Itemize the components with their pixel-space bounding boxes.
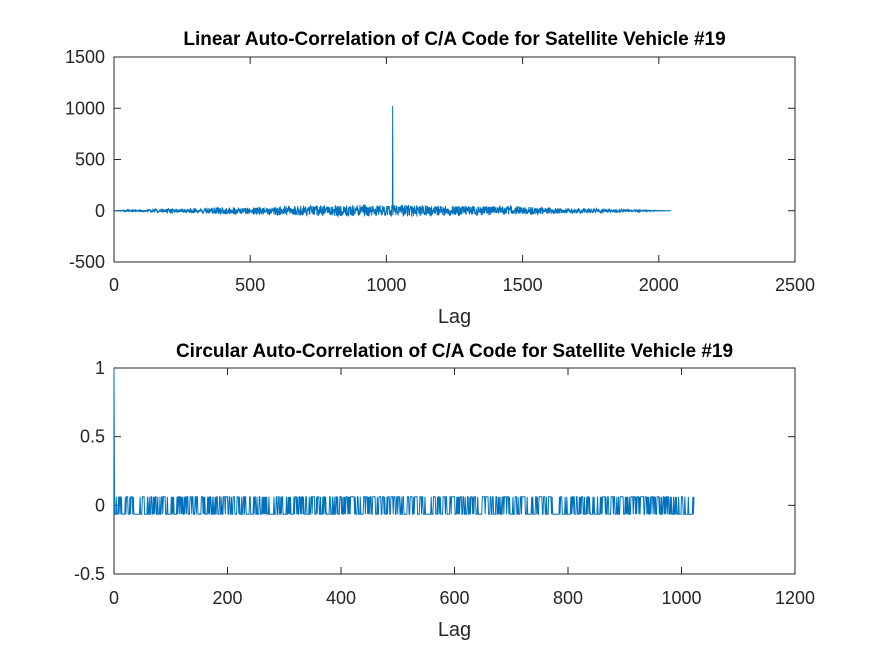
y-tick-label: 1000 <box>65 98 105 118</box>
x-tick-label: 0 <box>109 588 119 608</box>
y-tick-label: 0.5 <box>80 427 105 447</box>
xtick-labels-circular: 0 200 400 600 800 1000 1200 <box>109 588 815 608</box>
xtick-labels-linear: 0 500 1000 1500 2000 2500 <box>109 275 815 295</box>
plot-area-linear <box>113 56 796 263</box>
x-tick-label: 400 <box>326 588 356 608</box>
x-tick-label: 2500 <box>775 275 815 295</box>
y-tick-label: 0 <box>95 201 105 221</box>
x-tick-label: 1000 <box>366 275 406 295</box>
y-tick-label: -0.5 <box>74 564 105 584</box>
ticks-linear <box>113 56 796 263</box>
x-tick-label: 1200 <box>775 588 815 608</box>
y-tick-label: 0 <box>95 495 105 515</box>
subplot-circular-title: Circular Auto-Correlation of C/A Code fo… <box>176 341 733 362</box>
x-tick-label: 800 <box>553 588 583 608</box>
y-tick-label: -500 <box>69 252 105 272</box>
x-tick-label: 500 <box>235 275 265 295</box>
subplot-linear-autocorrelation: Linear Auto-Correlation of C/A Code for … <box>65 29 815 328</box>
ytick-labels-circular: -0.5 0 0.5 1 <box>74 358 105 584</box>
x-tick-label: 0 <box>109 275 119 295</box>
x-tick-label: 1000 <box>661 588 701 608</box>
x-tick-label: 2000 <box>639 275 679 295</box>
subplot-linear-title: Linear Auto-Correlation of C/A Code for … <box>183 29 725 50</box>
x-tick-label: 600 <box>439 588 469 608</box>
x-tick-label: 1500 <box>503 275 543 295</box>
y-tick-label: 500 <box>75 150 105 170</box>
ytick-labels-linear: -500 0 500 1000 1500 <box>65 47 105 272</box>
x-axis-label-linear: Lag <box>438 306 471 328</box>
y-tick-label: 1500 <box>65 47 105 67</box>
x-axis-label-circular: Lag <box>438 619 471 641</box>
x-tick-label: 200 <box>212 588 242 608</box>
y-tick-label: 1 <box>95 358 105 378</box>
series-line-linear <box>114 105 672 219</box>
series-line-circular <box>113 367 695 515</box>
subplot-circular-autocorrelation: Circular Auto-Correlation of C/A Code fo… <box>74 341 815 641</box>
plot-area-circular <box>113 367 796 575</box>
